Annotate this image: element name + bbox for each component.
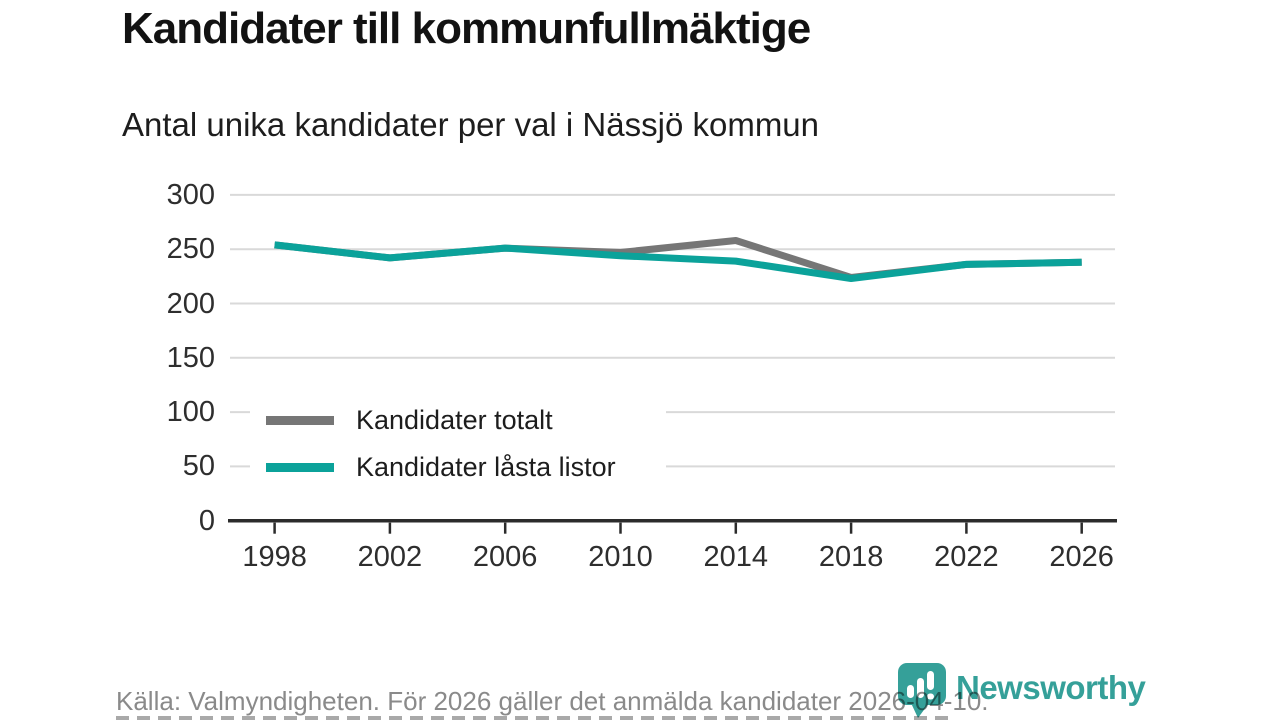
chart-subtitle: Antal unika kandidater per val i Nässjö … (122, 106, 820, 143)
page-title: Kandidater till kommunfullmäktige (122, 4, 811, 53)
y-axis-tick-label: 50 (182, 450, 215, 483)
footer-second-line-clipped-text (116, 716, 956, 720)
x-axis-tick-label: 2010 (588, 541, 653, 573)
legend-label: Kandidater totalt (356, 405, 553, 435)
x-axis-tick-label: 2014 (703, 541, 769, 573)
x-axis-tick-label: 2018 (818, 541, 884, 573)
newsworthy-logo: Newsworthy (897, 662, 1146, 720)
legend-item: Kandidater låsta listor (266, 451, 616, 484)
y-axis-tick-label: 200 (166, 287, 215, 320)
source-note: Källa: Valmyndigheten. För 2026 gäller d… (116, 686, 989, 716)
x-axis-tick-label: 1998 (242, 541, 307, 573)
y-axis-tick-label: 300 (166, 178, 215, 211)
x-axis-tick-label: 2026 (1049, 541, 1114, 573)
y-axis-tick-label: 0 (198, 504, 215, 537)
legend-item: Kandidater totalt (266, 404, 616, 437)
line-chart-plot-area (228, 193, 1117, 534)
newsworthy-logo-text: Newsworthy (956, 669, 1146, 706)
y-axis-tick-label: 100 (166, 396, 215, 429)
x-axis-tick-label: 2002 (357, 541, 423, 573)
y-axis-tick-label: 150 (166, 341, 215, 374)
x-axis-tick-label: 2006 (472, 541, 538, 573)
legend-swatch (266, 463, 334, 472)
chart-legend: Kandidater totalt Kandidater låsta listor (250, 404, 666, 498)
x-axis-tick-label: 2022 (934, 541, 999, 573)
newsworthy-bar-chart-pin-icon (898, 663, 946, 718)
legend-swatch (266, 416, 334, 425)
y-axis-tick-label: 250 (166, 233, 215, 266)
legend-label: Kandidater låsta listor (356, 452, 616, 482)
